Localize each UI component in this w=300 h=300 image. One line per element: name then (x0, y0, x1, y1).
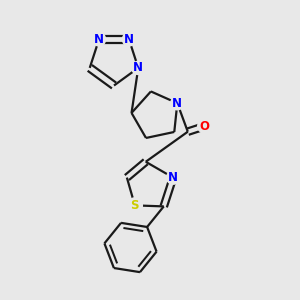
Circle shape (128, 198, 142, 213)
Circle shape (122, 33, 136, 46)
Circle shape (132, 61, 145, 74)
Text: N: N (94, 33, 104, 46)
Circle shape (92, 33, 106, 46)
Circle shape (198, 120, 211, 133)
Text: S: S (130, 199, 139, 212)
Circle shape (171, 97, 184, 110)
Text: N: N (168, 171, 178, 184)
Text: N: N (124, 33, 134, 46)
Text: N: N (133, 61, 143, 74)
Circle shape (167, 171, 180, 184)
Text: O: O (199, 120, 209, 133)
Text: N: N (172, 97, 182, 110)
